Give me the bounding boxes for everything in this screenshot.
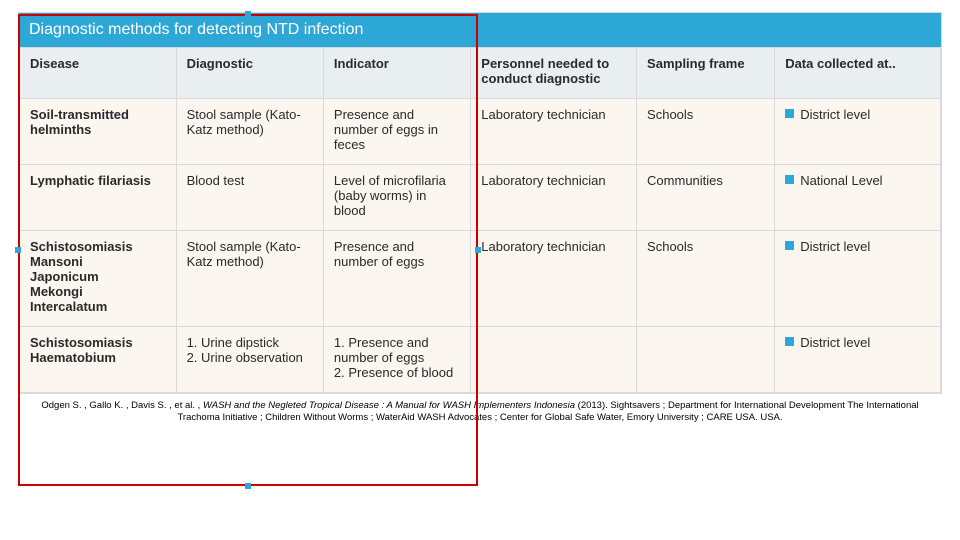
bullet-icon: [785, 337, 794, 346]
column-header: Indicator: [323, 48, 470, 99]
citation: Odgen S. , Gallo K. , Davis S. , et al. …: [18, 400, 942, 424]
column-header: Personnel needed to conduct diagnostic: [471, 48, 637, 99]
table-row: Lymphatic filariasisBlood testLevel of m…: [20, 165, 941, 231]
table-header-row: DiseaseDiagnosticIndicatorPersonnel need…: [20, 48, 941, 99]
bullet-icon: [785, 241, 794, 250]
table-row: SchistosomiasisHaematobium1. Urine dipst…: [20, 327, 941, 393]
collected-label: National Level: [800, 173, 882, 188]
citation-title: WASH and the Negleted Tropical Disease :…: [203, 400, 575, 411]
table-title: Diagnostic methods for detecting NTD inf…: [19, 13, 941, 47]
table-row: Soil-transmitted helminthsStool sample (…: [20, 99, 941, 165]
bullet-icon: [785, 175, 794, 184]
bullet-icon: [785, 109, 794, 118]
table-row: SchistosomiasisMansoniJaponicumMekongiIn…: [20, 231, 941, 327]
citation-authors: Odgen S. , Gallo K. , Davis S. , et al. …: [41, 400, 203, 411]
handle-bottom: [245, 483, 251, 489]
column-header: Diagnostic: [176, 48, 323, 99]
collected-label: District level: [800, 239, 870, 254]
ntd-table: DiseaseDiagnosticIndicatorPersonnel need…: [19, 47, 941, 393]
column-header: Data collected at..: [775, 48, 941, 99]
collected-label: District level: [800, 107, 870, 122]
column-header: Sampling frame: [637, 48, 775, 99]
collected-label: District level: [800, 335, 870, 350]
column-header: Disease: [20, 48, 177, 99]
ntd-table-container: Diagnostic methods for detecting NTD inf…: [18, 12, 942, 394]
